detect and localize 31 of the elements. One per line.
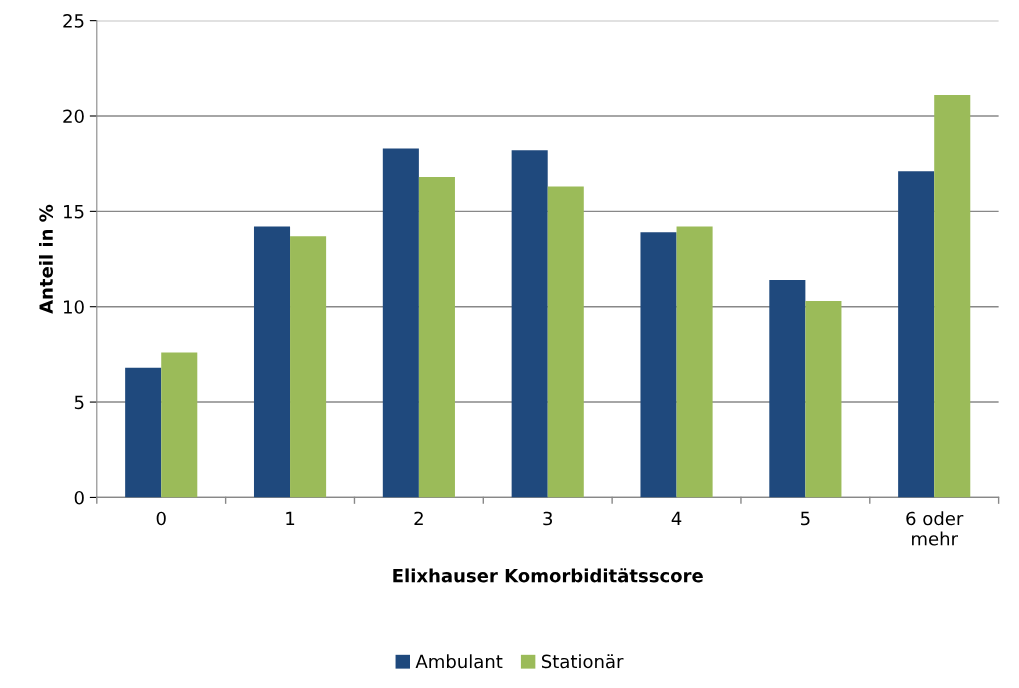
x-axis-title: Elixhauser Komorbiditätsscore: [393, 568, 703, 583]
bar: [418, 177, 455, 498]
bar: [253, 226, 291, 498]
x-tick-label: 3: [543, 511, 553, 526]
y-tick-label: 15: [64, 205, 84, 219]
bar: [898, 171, 935, 498]
legend-label: Stationär: [541, 654, 624, 669]
x-tick-label: 2: [414, 511, 423, 526]
legend-label: Ambulant: [415, 654, 503, 669]
bar: [640, 232, 677, 498]
bar: [511, 150, 548, 498]
bar: [676, 226, 713, 498]
y-tick-label: 25: [63, 14, 84, 28]
bar: [547, 186, 584, 498]
y-tick-label: 20: [63, 109, 84, 124]
bar: [805, 300, 842, 498]
bar: [769, 280, 806, 498]
y-tick-label: 10: [64, 300, 84, 314]
bar: [290, 236, 327, 498]
x-tick-label: 0: [156, 511, 166, 526]
bar: [934, 95, 971, 498]
y-tick-label: 0: [74, 490, 84, 505]
y-tick-label: 5: [74, 395, 84, 410]
x-tick-label: 1: [286, 511, 295, 526]
x-tick-label: 5: [801, 511, 810, 526]
x-tick-label: 6 oder mehr: [906, 511, 964, 546]
bar: [161, 352, 198, 498]
y-axis-title: Anteil in %: [38, 204, 53, 314]
x-tick-label: 4: [671, 511, 682, 526]
bar: [382, 148, 419, 498]
bar: [125, 367, 162, 498]
